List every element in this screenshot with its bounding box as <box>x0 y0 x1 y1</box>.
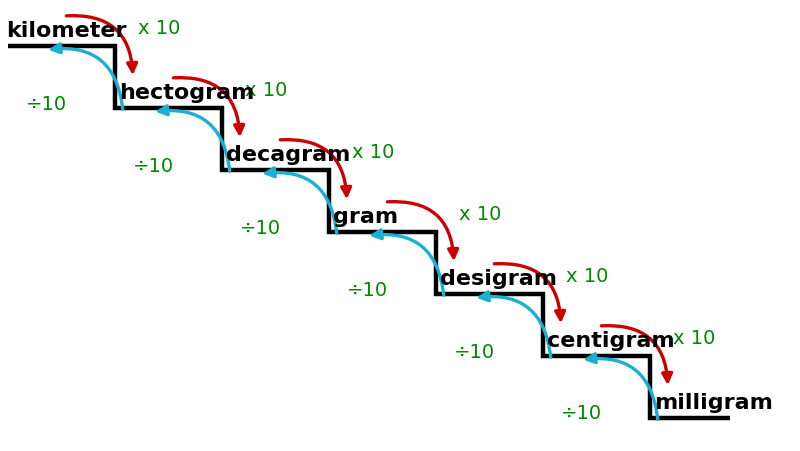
Text: decagram: decagram <box>226 145 350 165</box>
FancyArrowPatch shape <box>66 17 137 72</box>
Text: hectogram: hectogram <box>119 83 254 103</box>
FancyArrowPatch shape <box>266 169 337 234</box>
Text: x 10: x 10 <box>459 204 502 223</box>
FancyArrowPatch shape <box>174 78 243 134</box>
Text: milligram: milligram <box>654 392 773 412</box>
FancyArrowPatch shape <box>587 354 658 419</box>
FancyArrowPatch shape <box>494 264 565 320</box>
Text: gram: gram <box>333 207 398 226</box>
Text: x 10: x 10 <box>246 80 288 99</box>
Text: ÷10: ÷10 <box>561 404 602 423</box>
FancyArrowPatch shape <box>387 202 458 258</box>
Text: x 10: x 10 <box>674 328 716 347</box>
FancyArrowPatch shape <box>373 230 444 295</box>
Text: ÷10: ÷10 <box>133 156 174 175</box>
FancyArrowPatch shape <box>52 45 122 110</box>
Text: desigram: desigram <box>440 268 557 288</box>
Text: ÷10: ÷10 <box>346 280 388 299</box>
FancyArrowPatch shape <box>480 292 550 358</box>
Text: kilometer: kilometer <box>6 21 126 41</box>
FancyArrowPatch shape <box>281 140 350 196</box>
Text: x 10: x 10 <box>566 266 609 285</box>
FancyArrowPatch shape <box>159 106 230 172</box>
Text: x 10: x 10 <box>138 18 181 37</box>
Text: x 10: x 10 <box>352 142 394 161</box>
Text: ÷10: ÷10 <box>26 94 66 113</box>
Text: ÷10: ÷10 <box>454 342 494 361</box>
FancyArrowPatch shape <box>602 326 671 382</box>
Text: centigram: centigram <box>547 330 674 350</box>
Text: ÷10: ÷10 <box>240 218 281 237</box>
